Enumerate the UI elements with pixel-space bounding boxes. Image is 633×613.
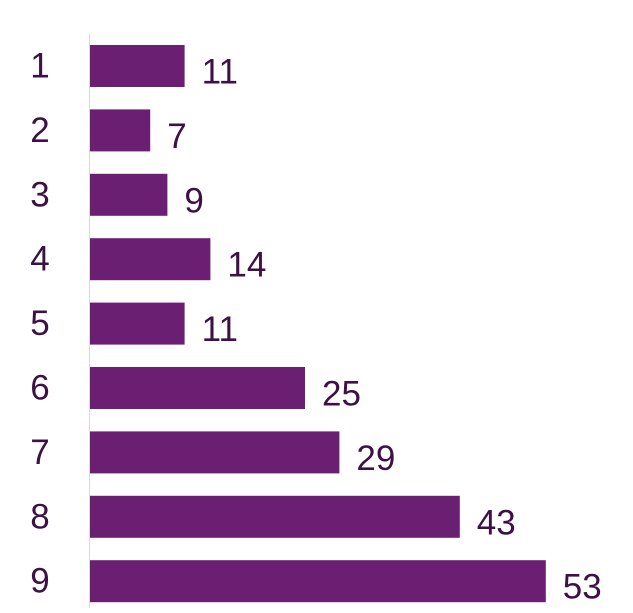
- category-label-4: 4: [30, 240, 49, 279]
- bar-4: [90, 238, 211, 281]
- value-label-7: 29: [356, 439, 395, 478]
- value-label-8: 43: [477, 503, 516, 542]
- bars-group: [90, 45, 546, 603]
- bar-9: [90, 560, 546, 603]
- bar-8: [90, 495, 460, 538]
- bar-3: [90, 173, 168, 216]
- category-label-9: 9: [30, 562, 49, 601]
- value-label-5: 11: [202, 310, 238, 349]
- bar-6: [90, 367, 305, 409]
- category-label-3: 3: [30, 175, 49, 214]
- category-label-7: 7: [30, 433, 49, 472]
- category-label-5: 5: [30, 304, 49, 343]
- bar-2: [90, 109, 151, 152]
- category-label-2: 2: [30, 111, 49, 150]
- value-label-3: 9: [184, 181, 203, 220]
- value-label-2: 7: [167, 117, 186, 156]
- category-label-1: 1: [30, 47, 49, 86]
- category-labels-group: 1 2 3 4 5 6 7 8 9: [30, 47, 49, 601]
- value-labels-group: 11 7 9 14 11 25 29 43 53: [167, 53, 602, 607]
- category-label-6: 6: [30, 369, 49, 408]
- value-label-4: 14: [227, 246, 266, 285]
- value-label-6: 25: [322, 375, 361, 414]
- category-label-8: 8: [30, 497, 49, 536]
- value-label-9: 53: [563, 568, 602, 607]
- bar-5: [90, 302, 185, 345]
- value-label-1: 11: [202, 53, 238, 92]
- bar-7: [90, 431, 340, 474]
- bar-1: [90, 45, 185, 87]
